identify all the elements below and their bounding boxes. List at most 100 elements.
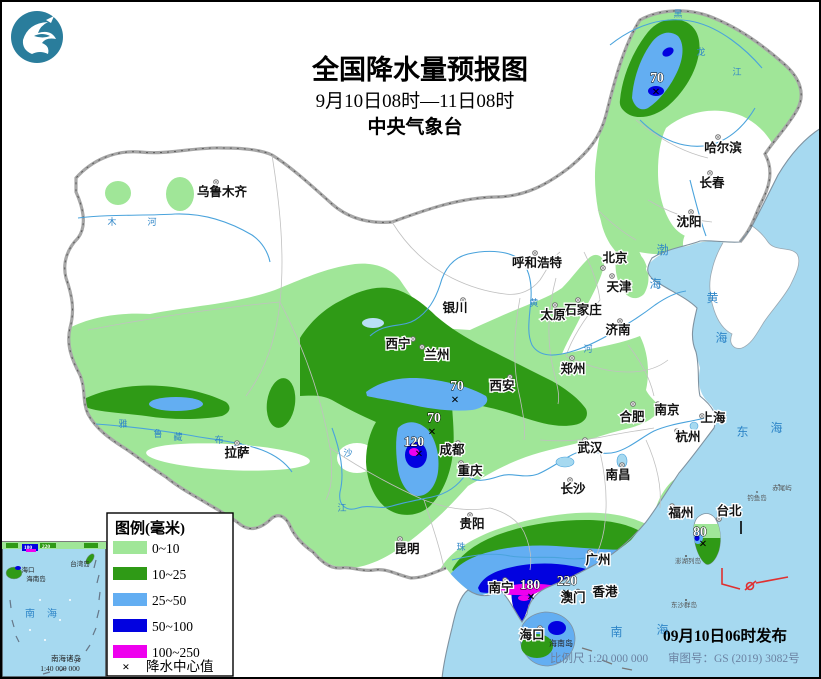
forecast-period: 9月10日08时—11日08时 xyxy=(316,90,515,112)
city-shanghai: 上海 xyxy=(699,409,727,427)
svg-text:70: 70 xyxy=(450,378,464,393)
legend-swatch-100-250 xyxy=(113,645,147,658)
svg-text:海南岛: 海南岛 xyxy=(549,638,573,648)
donghai-label: 东 xyxy=(736,425,749,439)
svg-text:海: 海 xyxy=(770,420,783,435)
svg-text:广州: 广州 xyxy=(585,552,610,567)
page-title: 全国降水量预报图 xyxy=(311,54,528,85)
svg-text:180: 180 xyxy=(520,577,541,592)
inset-scale: 1:40 000 000 xyxy=(40,664,80,673)
svg-text:哈尔滨: 哈尔滨 xyxy=(704,140,742,155)
svg-text:雅: 雅 xyxy=(118,418,127,429)
svg-text:南京: 南京 xyxy=(654,402,680,417)
center-guangdong: 220× xyxy=(556,573,578,601)
svg-text:拉萨: 拉萨 xyxy=(224,445,250,460)
small-island-dots xyxy=(685,484,780,601)
svg-text:黑: 黑 xyxy=(673,9,682,19)
city-chengdu: 成都 xyxy=(438,440,466,458)
coastline xyxy=(441,127,821,679)
precip-centers: 70× 70× 70× 120× 180× 220× 80× xyxy=(403,70,707,605)
svg-text:河: 河 xyxy=(147,216,156,227)
svg-text:南宁: 南宁 xyxy=(488,580,513,595)
svg-text:×: × xyxy=(415,447,423,462)
city-hongkong: 香港 xyxy=(590,583,619,601)
svg-text:呼和浩特: 呼和浩特 xyxy=(512,255,563,270)
svg-text:郑州: 郑州 xyxy=(560,361,585,376)
korea-peninsula xyxy=(709,216,800,349)
city-nanjing: 南京 xyxy=(653,401,681,419)
city-harbin: 哈尔滨 xyxy=(703,134,744,156)
svg-text:合肥: 合肥 xyxy=(619,409,645,424)
issue-time: 09月10日06时发布 xyxy=(663,626,787,645)
svg-text:台北: 台北 xyxy=(716,503,742,518)
city-xining: 西宁 xyxy=(384,335,416,352)
bohai-label: 渤 xyxy=(656,243,669,257)
center-marker-symbol: × xyxy=(122,659,129,674)
svg-text:江: 江 xyxy=(337,503,346,513)
province-borders xyxy=(87,119,713,571)
svg-text:重庆: 重庆 xyxy=(457,463,483,478)
svg-text:成都: 成都 xyxy=(439,442,465,457)
nine-dash-marks xyxy=(581,647,633,671)
typhoon-track xyxy=(721,568,789,591)
river-labels: 黑 龙 江 木 河 黄 河 雅 鲁 藏 布 江 沙 江 珠 xyxy=(107,9,741,552)
huanghai-label: 黄 xyxy=(706,291,719,305)
svg-text:70: 70 xyxy=(427,410,441,425)
rivers xyxy=(77,19,763,561)
svg-text:长沙: 长沙 xyxy=(560,481,586,496)
city-changsha: 长沙 xyxy=(559,477,587,497)
svg-text:香港: 香港 xyxy=(591,584,618,599)
svg-text:武汉: 武汉 xyxy=(577,440,603,455)
svg-text:黄: 黄 xyxy=(529,297,538,308)
legend: 图例(毫米) 0~10 10~25 25~50 50~100 100~250 ×… xyxy=(106,512,234,677)
city-wuhan: 武汉 xyxy=(576,437,604,456)
svg-text:上海: 上海 xyxy=(700,410,726,425)
inset-island-dots xyxy=(29,599,71,641)
city-urumqi: 乌鲁木齐 xyxy=(196,179,249,200)
city-yinchuan: 银川 xyxy=(441,297,469,316)
svg-text:布: 布 xyxy=(214,434,223,445)
center-sichuan-north: 70× xyxy=(427,410,442,440)
svg-text:乌鲁木齐: 乌鲁木齐 xyxy=(197,184,248,199)
svg-text:西安: 西安 xyxy=(489,378,514,393)
svg-text:珠: 珠 xyxy=(456,541,465,552)
city-jinan: 济南 xyxy=(604,318,632,338)
inset-map-south-china-sea: 180 220 海口 海南岛 台湾岛 南 海 南海诸岛 1:40 000 000 xyxy=(1,541,107,678)
svg-text:龙: 龙 xyxy=(696,46,705,57)
svg-text:木: 木 xyxy=(107,216,116,227)
svg-text:赤尾屿: 赤尾屿 xyxy=(772,483,792,492)
svg-text:南昌: 南昌 xyxy=(605,467,630,482)
city-zhengzhou: 郑州 xyxy=(559,355,587,377)
svg-text:×: × xyxy=(652,85,660,100)
svg-text:河: 河 xyxy=(583,343,592,354)
city-guiyang: 贵阳 xyxy=(458,512,486,532)
taiwan-island xyxy=(693,513,721,565)
svg-text:×: × xyxy=(451,393,459,408)
inset-hainan-label: 海南岛 xyxy=(26,574,46,583)
city-macau: 澳门 xyxy=(559,589,587,607)
sea-labels: 渤 海 黄 海 东 海 南 海 xyxy=(610,243,783,639)
svg-text:银川: 银川 xyxy=(442,300,467,315)
city-xian: 西安 xyxy=(488,374,516,394)
city-chongqing: 重庆 xyxy=(456,460,484,479)
svg-text:220: 220 xyxy=(557,573,578,588)
svg-text:100~250: 100~250 xyxy=(152,645,200,660)
svg-text:海: 海 xyxy=(649,276,662,291)
center-marker-label: 降水中心值 xyxy=(146,659,214,674)
center-chengdu: 120× xyxy=(403,434,425,462)
inset-taiwan-label: 台湾岛 xyxy=(70,559,90,568)
inset-nine-dash-line xyxy=(9,559,101,675)
city-shenyang: 沈阳 xyxy=(675,209,703,230)
svg-text:贵阳: 贵阳 xyxy=(459,516,484,531)
svg-text:120: 120 xyxy=(404,434,425,449)
city-markers: 乌鲁木齐 拉萨 西宁 兰州 银川 西安 成都 重庆 呼和浩特 北京 天津 石家庄… xyxy=(196,134,744,643)
svg-text:沙: 沙 xyxy=(343,448,352,458)
legend-swatch-25-50 xyxy=(113,593,147,606)
svg-text:沈阳: 沈阳 xyxy=(676,214,701,229)
city-hefei: 合肥 xyxy=(618,401,646,425)
svg-text:江: 江 xyxy=(732,67,741,77)
svg-text:鲁: 鲁 xyxy=(153,428,162,439)
svg-text:海: 海 xyxy=(715,330,728,345)
